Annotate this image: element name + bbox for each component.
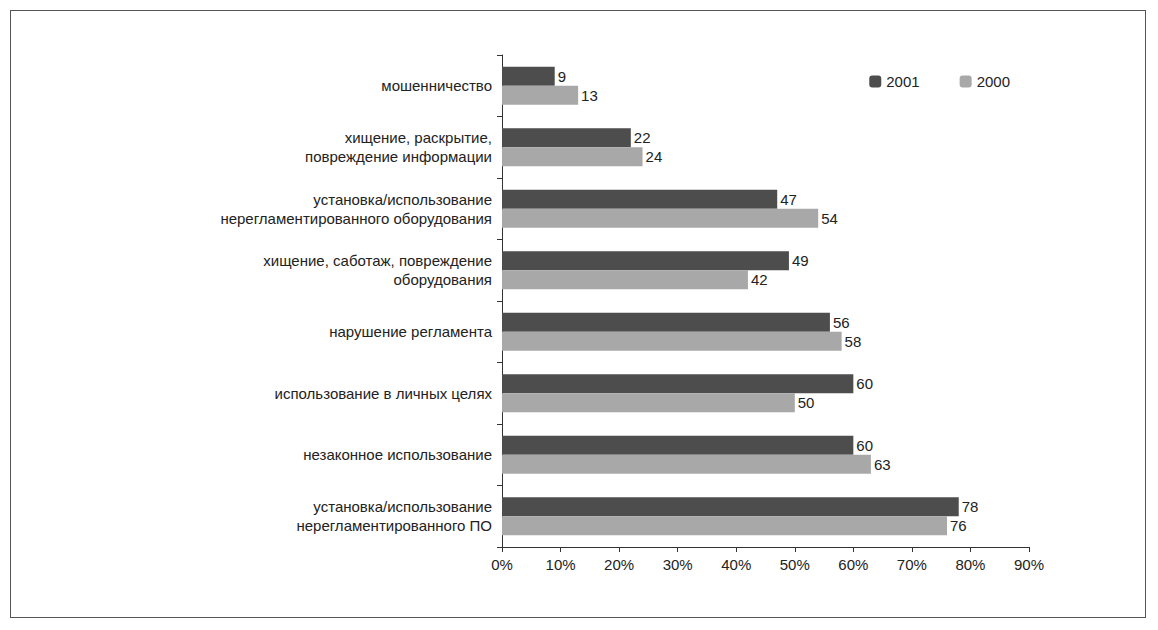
svg-text:20%: 20% [604, 556, 634, 573]
svg-text:49: 49 [792, 252, 809, 269]
svg-text:30%: 30% [663, 556, 693, 573]
svg-text:мошенничество: мошенничество [381, 77, 492, 94]
svg-text:установка/использование: установка/использование [313, 498, 492, 515]
svg-text:78: 78 [962, 498, 979, 515]
svg-text:42: 42 [751, 271, 768, 288]
svg-text:50: 50 [798, 394, 815, 411]
svg-text:70%: 70% [897, 556, 927, 573]
svg-text:56: 56 [833, 314, 850, 331]
svg-text:60%: 60% [838, 556, 868, 573]
svg-text:0%: 0% [491, 556, 513, 573]
svg-text:24: 24 [646, 148, 663, 165]
svg-text:2001: 2001 [886, 73, 919, 90]
svg-text:80%: 80% [955, 556, 985, 573]
svg-text:оборудования: оборудования [394, 271, 492, 288]
svg-text:нерегламентированного оборудов: нерегламентированного оборудования [220, 210, 492, 227]
svg-text:63: 63 [874, 456, 891, 473]
svg-text:хищение, саботаж, повреждение: хищение, саботаж, повреждение [263, 252, 492, 269]
svg-text:60: 60 [856, 375, 873, 392]
svg-text:нерегламентированного ПО: нерегламентированного ПО [296, 517, 492, 534]
svg-text:9: 9 [558, 68, 566, 85]
svg-text:установка/использование: установка/использование [313, 191, 492, 208]
svg-text:47: 47 [780, 191, 797, 208]
svg-text:13: 13 [581, 87, 598, 104]
svg-text:22: 22 [634, 129, 651, 146]
svg-text:незаконное использование: незаконное использование [303, 446, 492, 463]
svg-text:10%: 10% [546, 556, 576, 573]
svg-text:использование в личных целях: использование в личных целях [275, 385, 493, 402]
svg-text:2000: 2000 [977, 73, 1010, 90]
svg-text:нарушение регламента: нарушение регламента [329, 323, 492, 340]
svg-text:60: 60 [856, 437, 873, 454]
svg-text:58: 58 [845, 333, 862, 350]
svg-text:54: 54 [821, 210, 838, 227]
svg-text:90%: 90% [1014, 556, 1044, 573]
svg-text:50%: 50% [780, 556, 810, 573]
svg-text:40%: 40% [721, 556, 751, 573]
svg-text:76: 76 [950, 517, 967, 534]
svg-text:хищение, раскрытие,: хищение, раскрытие, [345, 129, 492, 146]
svg-text:повреждение информации: повреждение информации [305, 148, 492, 165]
